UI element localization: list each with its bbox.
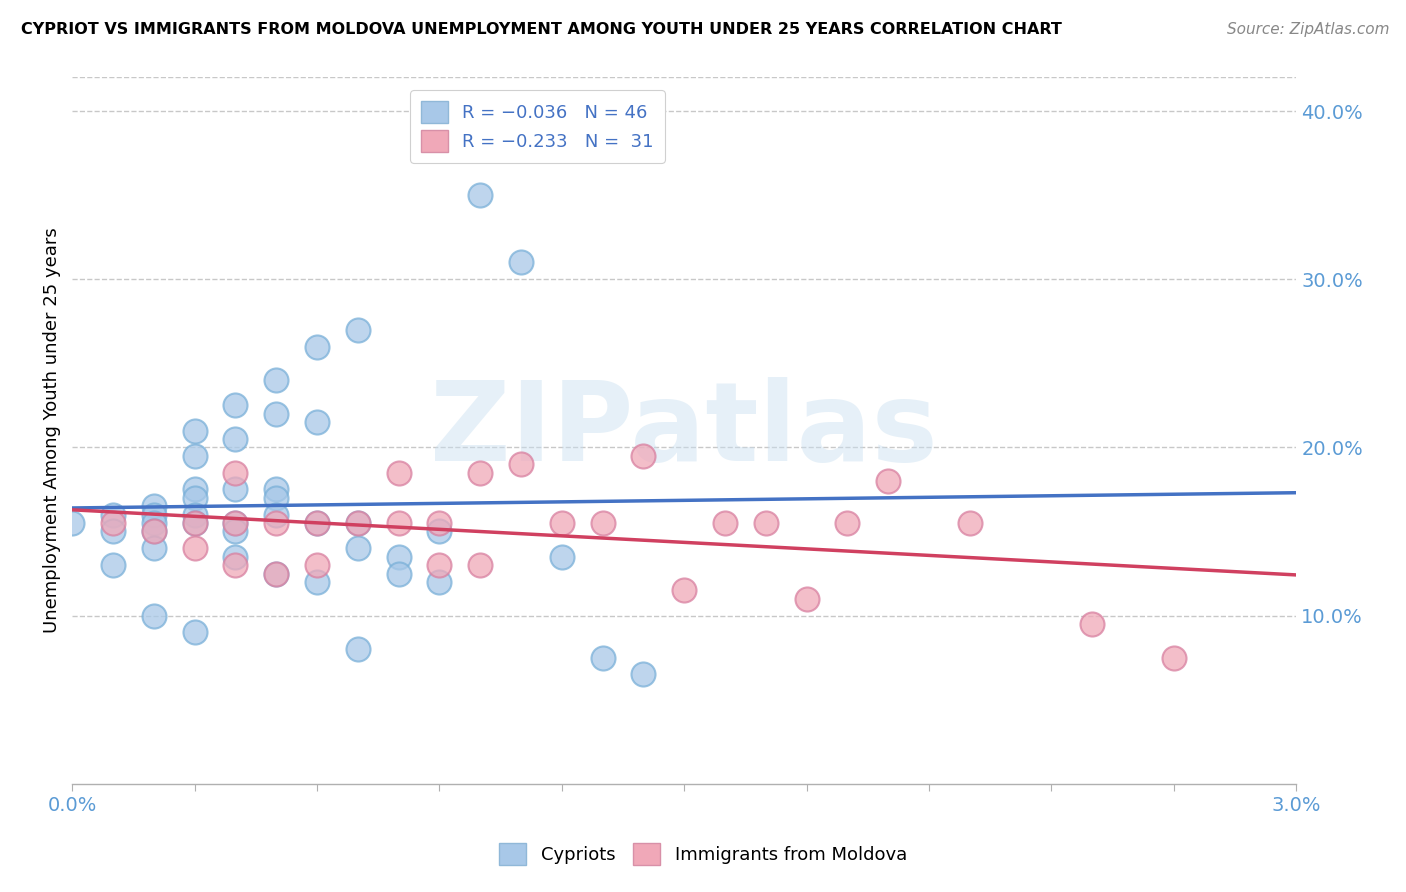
Text: Source: ZipAtlas.com: Source: ZipAtlas.com (1226, 22, 1389, 37)
Point (142, 541, 165, 556)
Point (264, 373, 287, 387)
Point (429, 524, 451, 539)
Point (510, 255, 533, 269)
Point (673, 583, 696, 598)
Point (142, 608, 165, 623)
Point (183, 516, 205, 530)
Text: ZIPatlas: ZIPatlas (430, 377, 938, 484)
Point (142, 524, 165, 539)
Point (183, 625, 205, 640)
Point (305, 339, 328, 353)
Point (633, 667, 655, 681)
Point (183, 449, 205, 463)
Y-axis label: Unemployment Among Youth under 25 years: Unemployment Among Youth under 25 years (44, 227, 60, 633)
Point (264, 566, 287, 581)
Point (224, 466, 246, 480)
Point (224, 398, 246, 412)
Point (264, 407, 287, 421)
Point (142, 524, 165, 539)
Point (551, 549, 574, 564)
Point (264, 516, 287, 530)
Legend: R = −0.036   N = 46, R = −0.233   N =  31: R = −0.036 N = 46, R = −0.233 N = 31 (411, 90, 665, 163)
Point (101, 524, 124, 539)
Point (224, 516, 246, 530)
Point (264, 483, 287, 497)
Point (755, 516, 778, 530)
Point (1163, 650, 1185, 665)
Point (224, 483, 246, 497)
Point (305, 574, 328, 589)
Point (347, 323, 370, 337)
Point (305, 516, 328, 530)
Point (224, 549, 246, 564)
Point (142, 516, 165, 530)
Point (429, 558, 451, 573)
Point (877, 474, 900, 488)
Point (183, 483, 205, 497)
Point (388, 549, 411, 564)
Point (714, 516, 737, 530)
Point (224, 524, 246, 539)
Point (183, 541, 205, 556)
Point (551, 516, 574, 530)
Point (183, 424, 205, 438)
Point (796, 591, 818, 606)
Point (1081, 617, 1104, 632)
Point (388, 466, 411, 480)
Text: CYPRIOT VS IMMIGRANTS FROM MOLDOVA UNEMPLOYMENT AMONG YOUTH UNDER 25 YEARS CORRE: CYPRIOT VS IMMIGRANTS FROM MOLDOVA UNEMP… (21, 22, 1062, 37)
Point (470, 466, 492, 480)
Point (264, 566, 287, 581)
Point (183, 491, 205, 505)
Point (183, 508, 205, 522)
Point (142, 508, 165, 522)
Point (429, 516, 451, 530)
Point (633, 449, 655, 463)
Point (837, 516, 859, 530)
Point (347, 642, 370, 657)
Point (264, 508, 287, 522)
Point (224, 432, 246, 446)
Point (142, 500, 165, 514)
Legend: Cypriots, Immigrants from Moldova: Cypriots, Immigrants from Moldova (492, 836, 914, 872)
Point (101, 516, 124, 530)
Point (592, 516, 614, 530)
Point (347, 516, 370, 530)
Point (388, 566, 411, 581)
Point (470, 188, 492, 202)
Point (224, 516, 246, 530)
Point (60, 516, 83, 530)
Point (347, 516, 370, 530)
Point (305, 415, 328, 429)
Point (183, 516, 205, 530)
Point (101, 508, 124, 522)
Point (264, 491, 287, 505)
Point (305, 516, 328, 530)
Point (470, 558, 492, 573)
Point (347, 541, 370, 556)
Point (224, 558, 246, 573)
Point (959, 516, 981, 530)
Point (592, 650, 614, 665)
Point (388, 516, 411, 530)
Point (429, 574, 451, 589)
Point (510, 457, 533, 471)
Point (305, 558, 328, 573)
Point (101, 558, 124, 573)
